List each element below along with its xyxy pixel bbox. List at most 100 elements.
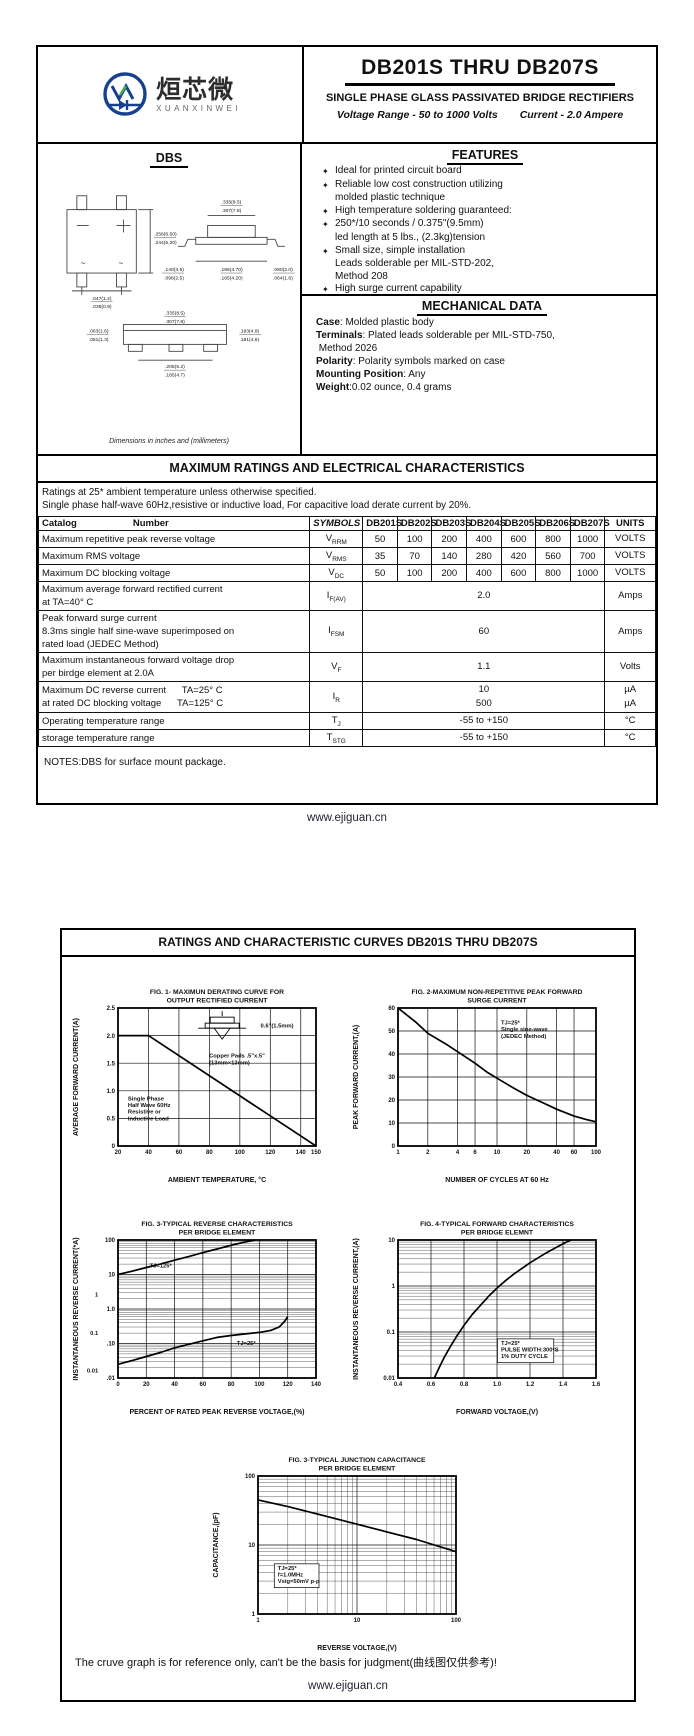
table-row: Maximum DC blocking voltage VDC 50 100 200 40… bbox=[37, 564, 656, 582]
svg-text:10: 10 bbox=[248, 1543, 255, 1549]
svg-text:SURGE CURRENT: SURGE CURRENT bbox=[467, 998, 527, 1005]
svg-text:100: 100 bbox=[591, 1150, 602, 1156]
svg-text:PERCENT OF RATED PEAK REVERSE: PERCENT OF RATED PEAK REVERSE VOLTAGE,(%… bbox=[129, 1409, 304, 1416]
svg-text:1.4: 1.4 bbox=[559, 1382, 568, 1388]
feature-bullet-icon: ✦ bbox=[322, 220, 329, 230]
mechanical-line: Weight:0.02 ounce, 0.4 grams bbox=[316, 382, 452, 393]
page2-footer-link[interactable]: www.ejiguan.cn bbox=[308, 1680, 388, 1692]
svg-text:20: 20 bbox=[523, 1150, 530, 1156]
svg-text:.185(4.7): .185(4.7) bbox=[165, 373, 185, 379]
feature-item: ✦ 250*/10 seconds / 0.375"(9.5mm) led leng… bbox=[322, 218, 648, 244]
svg-text:.140(3.5): .140(3.5) bbox=[164, 267, 184, 273]
row-label: Operating temperature range bbox=[37, 712, 311, 730]
ratings-table-head: Catalog Number SYMBOLS DB201S DB202S DB203S DB… bbox=[37, 516, 656, 531]
page1-footer-link[interactable]: www.ejiguan.cn bbox=[307, 812, 387, 824]
ratings-table-body: Maximum repetitive peak reverse voltage V… bbox=[37, 530, 656, 747]
table-row: Operating temperature range TJ -55 to +150… bbox=[37, 712, 656, 730]
feature-text: Reliable low cost construction utilizing bbox=[335, 178, 503, 190]
table-row: Maximum average forward rectified curren… bbox=[37, 581, 656, 611]
datasheet-page-2: RATINGS AND CHARACTERISTIC CURVES DB201S… bbox=[60, 928, 636, 1702]
value-cell-span: -55 to +150 bbox=[362, 712, 606, 730]
row-label: Maximum average forward rectified curren… bbox=[37, 581, 311, 611]
features-heading: FEATURES bbox=[446, 148, 524, 165]
feature-item: ✦ High temperature soldering guaranteed: bbox=[322, 205, 648, 219]
feature-bullet-icon: ✦ bbox=[322, 246, 329, 256]
svg-text:1.0: 1.0 bbox=[107, 1089, 116, 1095]
svg-text:20: 20 bbox=[115, 1150, 122, 1156]
mechanical-lines: Case: Molded plastic body Terminals: Plat… bbox=[316, 316, 648, 394]
svg-text:100: 100 bbox=[245, 1474, 256, 1480]
svg-text:.181(4.6): .181(4.6) bbox=[239, 337, 259, 343]
value-cell: 100 bbox=[396, 564, 433, 582]
brand-chinese: 烜芯微 bbox=[156, 75, 235, 104]
svg-text:TJ=125*: TJ=125* bbox=[150, 1264, 173, 1270]
svg-text:REVERSE VOLTAGE,(V): REVERSE VOLTAGE,(V) bbox=[317, 1645, 396, 1652]
svg-text:.335(8.5): .335(8.5) bbox=[165, 311, 185, 317]
svg-text:FORWARD VOLTAGE,(V): FORWARD VOLTAGE,(V) bbox=[456, 1409, 538, 1416]
svg-text:100: 100 bbox=[451, 1618, 462, 1624]
row-label: storage temperature range bbox=[37, 729, 311, 747]
mechanical-heading: MECHANICAL DATA bbox=[416, 299, 548, 316]
svg-text:40: 40 bbox=[553, 1150, 560, 1156]
svg-text:(13mm×13mm): (13mm×13mm) bbox=[209, 1060, 250, 1066]
value-cell: 35 bbox=[362, 547, 398, 565]
svg-text:50: 50 bbox=[388, 1029, 395, 1035]
mechanical-line: Polarity: Polarity symbols marked on cas… bbox=[316, 356, 505, 367]
units-cell: °C bbox=[604, 729, 656, 747]
row-symbol: VDC bbox=[309, 564, 364, 582]
voltage-range: Voltage Range - 50 to 1000 Volts bbox=[336, 109, 498, 121]
svg-text:0: 0 bbox=[392, 1144, 396, 1150]
logo-mark-icon bbox=[103, 71, 147, 116]
value-cell: 140 bbox=[431, 547, 468, 565]
features-list: ✦ Ideal for printed circuit board ✦ Reliabl… bbox=[322, 165, 648, 297]
datasheet-page-1: 烜芯微 XUANXINWEI DB201S THRU DB207S SINGLE… bbox=[36, 45, 658, 805]
svg-text:TJ=25*: TJ=25* bbox=[237, 1341, 257, 1347]
svg-text:1: 1 bbox=[256, 1618, 260, 1624]
svg-text:150: 150 bbox=[311, 1150, 322, 1156]
svg-text:1.0: 1.0 bbox=[493, 1382, 502, 1388]
units-cell: VOLTS bbox=[604, 530, 656, 548]
svg-text:Resistive or: Resistive or bbox=[128, 1110, 162, 1116]
feature-item: ✦ Ideal for printed circuit board bbox=[322, 165, 648, 179]
header-symbols: SYMBOLS bbox=[309, 516, 364, 531]
range-line: Voltage Range - 50 to 1000 Volts Current … bbox=[304, 109, 656, 121]
svg-text:100: 100 bbox=[105, 1238, 116, 1244]
subtitle: SINGLE PHASE GLASS PASSIVATED BRIDGE REC… bbox=[325, 92, 635, 104]
package-name: DBS bbox=[149, 151, 189, 168]
svg-text:1: 1 bbox=[392, 1284, 396, 1290]
svg-text:0.8: 0.8 bbox=[460, 1382, 469, 1388]
svg-text:140: 140 bbox=[296, 1150, 307, 1156]
header-catalog-number: Catalog Number bbox=[37, 516, 311, 531]
value-cell: 200 bbox=[431, 530, 468, 548]
svg-text:~: ~ bbox=[118, 259, 123, 268]
feature-item: ✦ High surge current capability bbox=[322, 283, 648, 297]
mechanical-line: Method 2026 bbox=[316, 343, 378, 354]
units-cell: VOLTS bbox=[604, 564, 656, 582]
ratings-note-2: Single phase half-wave 60Hz,resistive or… bbox=[42, 499, 472, 511]
brand-text: 烜芯微 XUANXINWEI bbox=[156, 77, 241, 113]
value-cell: 600 bbox=[500, 564, 537, 582]
value-cell: 600 bbox=[500, 530, 537, 548]
svg-text:Half Wave 60Hz: Half Wave 60Hz bbox=[128, 1103, 171, 1109]
row-symbol: IFSM bbox=[309, 610, 364, 653]
svg-text:10: 10 bbox=[494, 1150, 501, 1156]
feature-text: Ideal for printed circuit board bbox=[335, 165, 462, 176]
svg-text:INSTANTANEOUS REVERSE CURRENT,: INSTANTANEOUS REVERSE CURRENT,(A) bbox=[353, 1238, 360, 1380]
svg-text:FIG. 4-TYPICAL FORWARD CHARACT: FIG. 4-TYPICAL FORWARD CHARACTERISTICS bbox=[420, 1221, 574, 1228]
svg-text:Vsig=50mV p-p: Vsig=50mV p-p bbox=[278, 1579, 320, 1585]
svg-text:0.1: 0.1 bbox=[90, 1331, 99, 1337]
fig4-forward-characteristics-chart: FIG. 4-TYPICAL FORWARD CHARACTERISTICS PE… bbox=[350, 1218, 628, 1418]
ratings-note-1: Ratings at 25* ambient temperature unles… bbox=[42, 487, 317, 498]
value-cell: 100 bbox=[396, 530, 433, 548]
row-symbol: IR bbox=[309, 681, 364, 713]
svg-text:10: 10 bbox=[388, 1238, 395, 1244]
svg-text:40: 40 bbox=[171, 1382, 178, 1388]
value-cell: 280 bbox=[466, 547, 502, 565]
row-label: Maximum DC blocking voltage bbox=[37, 564, 311, 582]
part-number-title: DB201S THRU DB207S bbox=[345, 56, 615, 86]
value-cell: 1000 bbox=[569, 530, 606, 548]
svg-text:PEAK FORWARD CURRENT,(A): PEAK FORWARD CURRENT,(A) bbox=[353, 1025, 360, 1129]
logo: 烜芯微 XUANXINWEI bbox=[38, 47, 304, 142]
svg-text:0.6: 0.6 bbox=[427, 1382, 436, 1388]
